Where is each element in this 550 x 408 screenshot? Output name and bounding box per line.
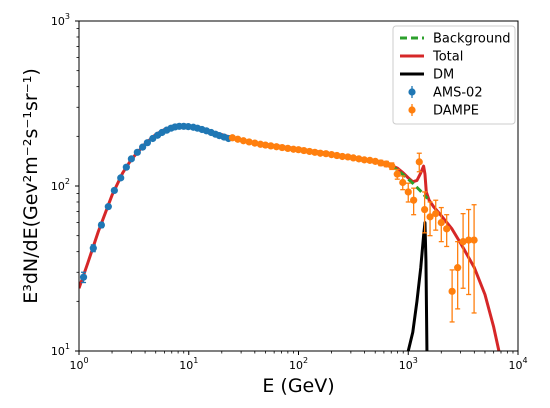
dampe-point xyxy=(448,287,456,295)
legend-label-ams-02: AMS-02 xyxy=(433,86,483,101)
dampe-point xyxy=(454,264,462,272)
ams-02-point xyxy=(104,203,112,211)
legend-label-background: Background xyxy=(433,32,511,47)
legend-box xyxy=(392,25,516,125)
legend-label-dampe: DAMPE xyxy=(433,104,479,119)
dampe-point xyxy=(437,219,445,227)
dampe-point xyxy=(267,142,275,150)
y-axis-title: E³dN/dE(Gev²m⁻²s⁻¹sr⁻¹) xyxy=(20,68,42,304)
legend-marker-ams-02 xyxy=(408,88,416,96)
dampe-point xyxy=(443,225,451,233)
dampe-point xyxy=(333,151,341,160)
dampe-point xyxy=(421,205,429,214)
dampe-point xyxy=(228,134,237,142)
ams-02-point xyxy=(117,174,125,182)
dampe-point xyxy=(294,146,303,154)
ams-02-point xyxy=(97,221,106,229)
dampe-point xyxy=(245,138,253,146)
series-group xyxy=(79,122,501,351)
dampe-point xyxy=(360,156,368,164)
dampe-point xyxy=(399,178,407,187)
ams-02-point xyxy=(122,163,130,171)
x-tick-label: 102 xyxy=(289,356,308,372)
dampe-point xyxy=(327,150,336,159)
dampe-point xyxy=(426,213,434,221)
x-tick-label: 101 xyxy=(179,356,198,372)
series-line-background xyxy=(390,164,429,200)
dampe-point xyxy=(278,143,286,152)
dampe-point xyxy=(404,188,412,196)
dampe-point xyxy=(322,150,330,158)
dampe-point xyxy=(432,210,440,218)
dampe-point xyxy=(366,156,374,164)
y-tick-label: 103 xyxy=(51,12,70,28)
ams-02-point xyxy=(139,143,147,151)
dampe-point xyxy=(371,157,379,165)
dampe-point xyxy=(349,154,357,162)
dampe-point xyxy=(377,159,385,167)
dampe-point xyxy=(284,144,292,152)
dampe-point xyxy=(316,149,324,157)
dampe-point xyxy=(305,147,314,156)
dampe-point xyxy=(311,148,319,156)
series-line-total xyxy=(79,124,501,351)
ams-02-point xyxy=(133,148,141,156)
dampe-point xyxy=(234,135,242,143)
x-tick-label: 103 xyxy=(399,356,418,372)
legend-marker-dampe xyxy=(408,106,416,114)
x-axis-title: E (GeV) xyxy=(262,375,334,397)
legend-label-total: Total xyxy=(432,50,463,65)
dampe-point xyxy=(410,196,418,204)
series-line-dm xyxy=(406,221,429,351)
ams-02-point xyxy=(79,273,88,281)
y-tick-label: 102 xyxy=(51,177,70,193)
ams-02-point xyxy=(89,244,97,252)
dampe-point xyxy=(239,137,248,145)
dampe-point xyxy=(465,236,473,244)
dampe-point xyxy=(382,160,390,168)
legend-label-dm: DM xyxy=(433,68,454,83)
dampe-point xyxy=(355,155,363,163)
ams-02-point xyxy=(143,139,152,147)
dampe-point xyxy=(459,238,467,246)
dampe-point xyxy=(470,236,478,244)
dampe-point xyxy=(300,146,308,155)
dampe-point xyxy=(338,152,346,161)
dampe-point xyxy=(261,141,270,149)
x-tick-label: 104 xyxy=(508,356,527,372)
ams-02-point xyxy=(110,186,118,195)
dampe-point xyxy=(415,158,423,166)
dampe-point xyxy=(388,162,396,170)
dampe-point xyxy=(344,153,352,161)
legend: Background Total DM AMS-02 DAMPE xyxy=(392,25,516,125)
x-tick-label: 100 xyxy=(69,356,88,372)
dampe-point xyxy=(393,170,401,178)
dampe-point xyxy=(251,139,259,147)
dampe-point xyxy=(272,143,281,151)
ams-02-point xyxy=(127,155,135,163)
y-tick-label: 101 xyxy=(51,342,70,358)
plot-area xyxy=(79,122,501,351)
